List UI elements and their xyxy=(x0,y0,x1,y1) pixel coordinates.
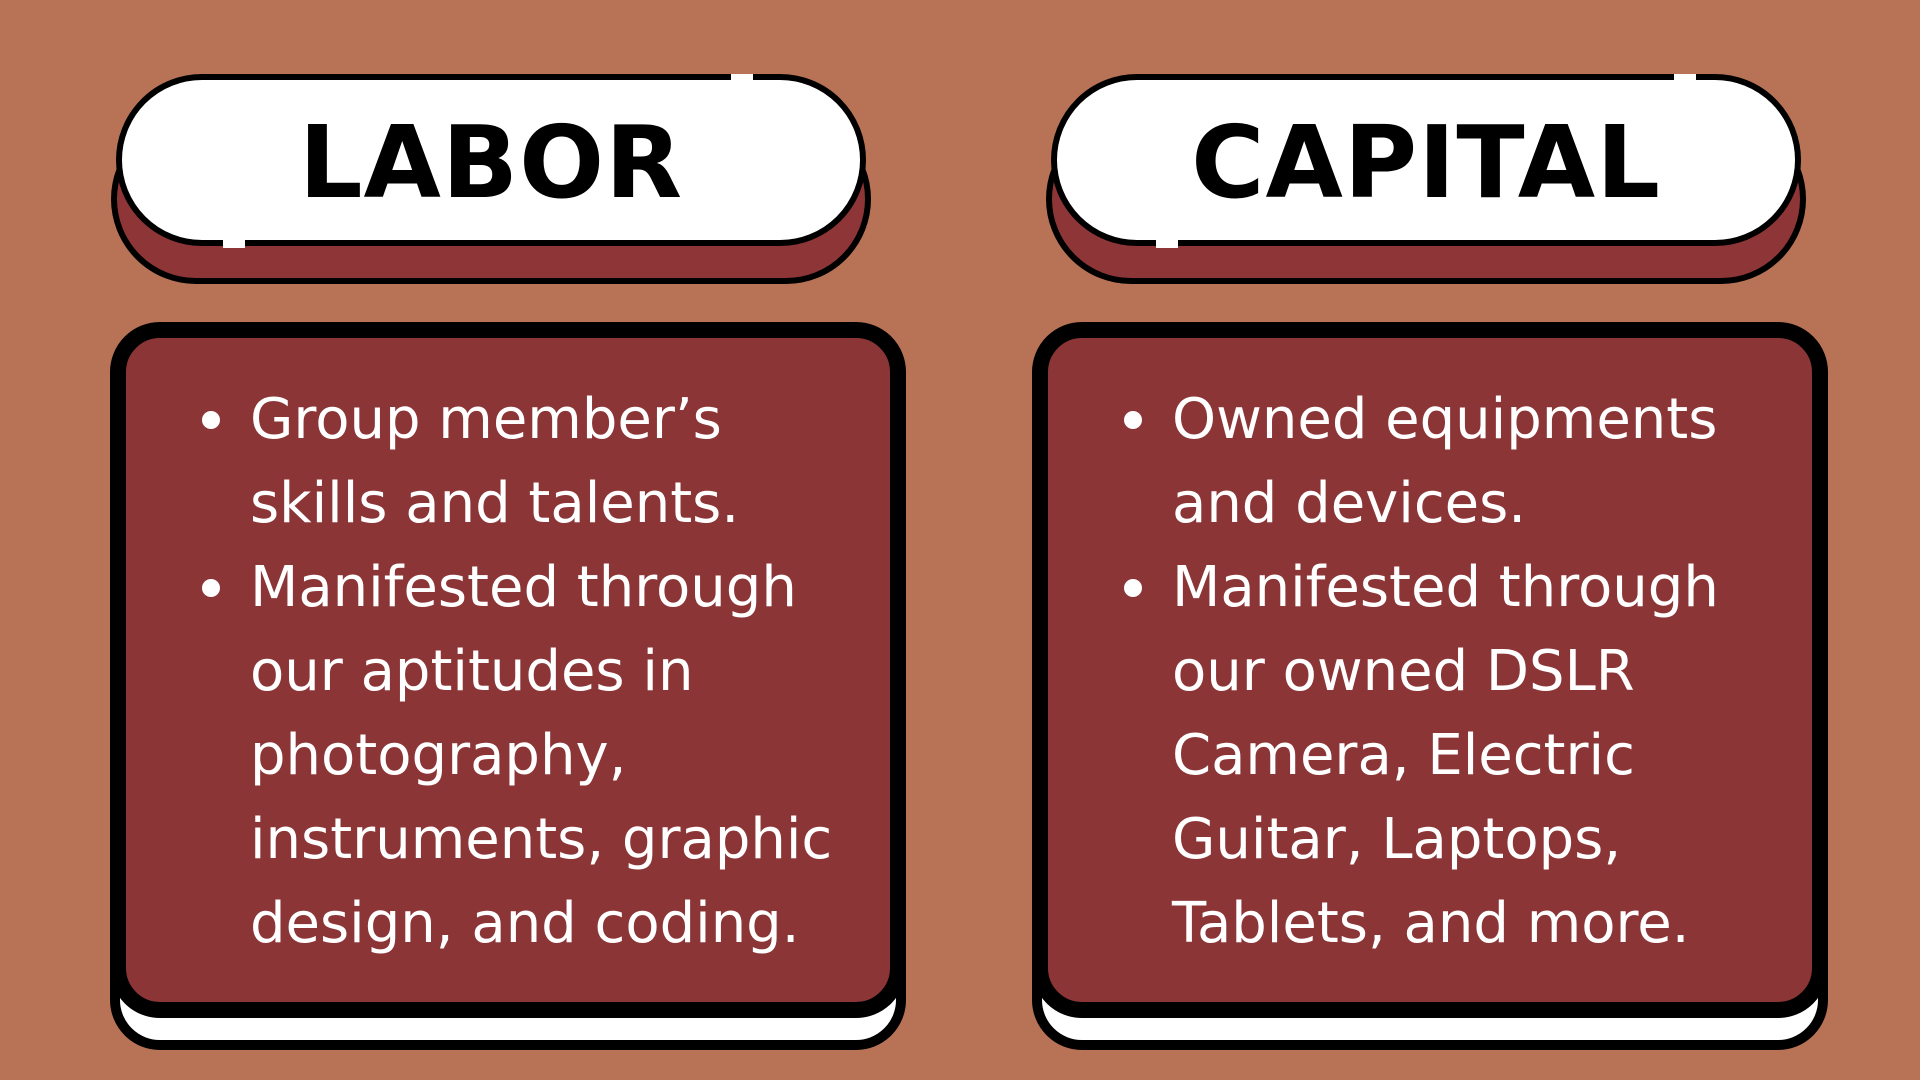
outline-gap xyxy=(1736,104,1758,122)
bullet-icon xyxy=(1124,579,1142,597)
bullet-icon xyxy=(1124,411,1142,429)
capital-title-pill: CAPITAL xyxy=(1046,74,1806,284)
labor-title-pill: LABOR xyxy=(111,74,871,284)
bullet-icon xyxy=(202,411,220,429)
capital-title-pill-face: CAPITAL xyxy=(1051,74,1801,246)
capital-list: Owned equipments and devices. Manifested… xyxy=(1124,378,1772,966)
outline-gap xyxy=(1086,204,1100,218)
list-item: Manifested through our owned DSLR Camera… xyxy=(1124,546,1772,966)
labor-card-face xyxy=(110,322,906,1018)
outline-gap xyxy=(223,240,245,248)
outline-gap xyxy=(1156,240,1178,248)
capital-title: CAPITAL xyxy=(1191,104,1661,221)
capital-card-face xyxy=(1032,322,1828,1018)
list-item: Manifested through our aptitudes in phot… xyxy=(202,546,850,966)
list-item: Group member’s skills and talents. xyxy=(202,378,850,546)
labor-list: Group member’s skills and talents. Manif… xyxy=(202,378,850,966)
labor-title: LABOR xyxy=(298,104,684,221)
labor-item-text: Group member’s skills and talents. xyxy=(250,387,740,536)
outline-gap xyxy=(731,74,753,82)
bullet-icon xyxy=(202,579,220,597)
labor-title-pill-face: LABOR xyxy=(116,74,866,246)
outline-gap xyxy=(1674,74,1696,82)
capital-item-text: Owned equipments and devices. xyxy=(1172,387,1718,536)
capital-card: Owned equipments and devices. Manifested… xyxy=(1032,322,1828,1050)
outline-gap xyxy=(151,204,165,218)
list-item: Owned equipments and devices. xyxy=(1124,378,1772,546)
labor-item-text: Manifested through our aptitudes in phot… xyxy=(250,555,833,956)
labor-card: Group member’s skills and talents. Manif… xyxy=(110,322,906,1050)
capital-item-text: Manifested through our owned DSLR Camera… xyxy=(1172,555,1719,956)
outline-gap xyxy=(791,102,813,120)
